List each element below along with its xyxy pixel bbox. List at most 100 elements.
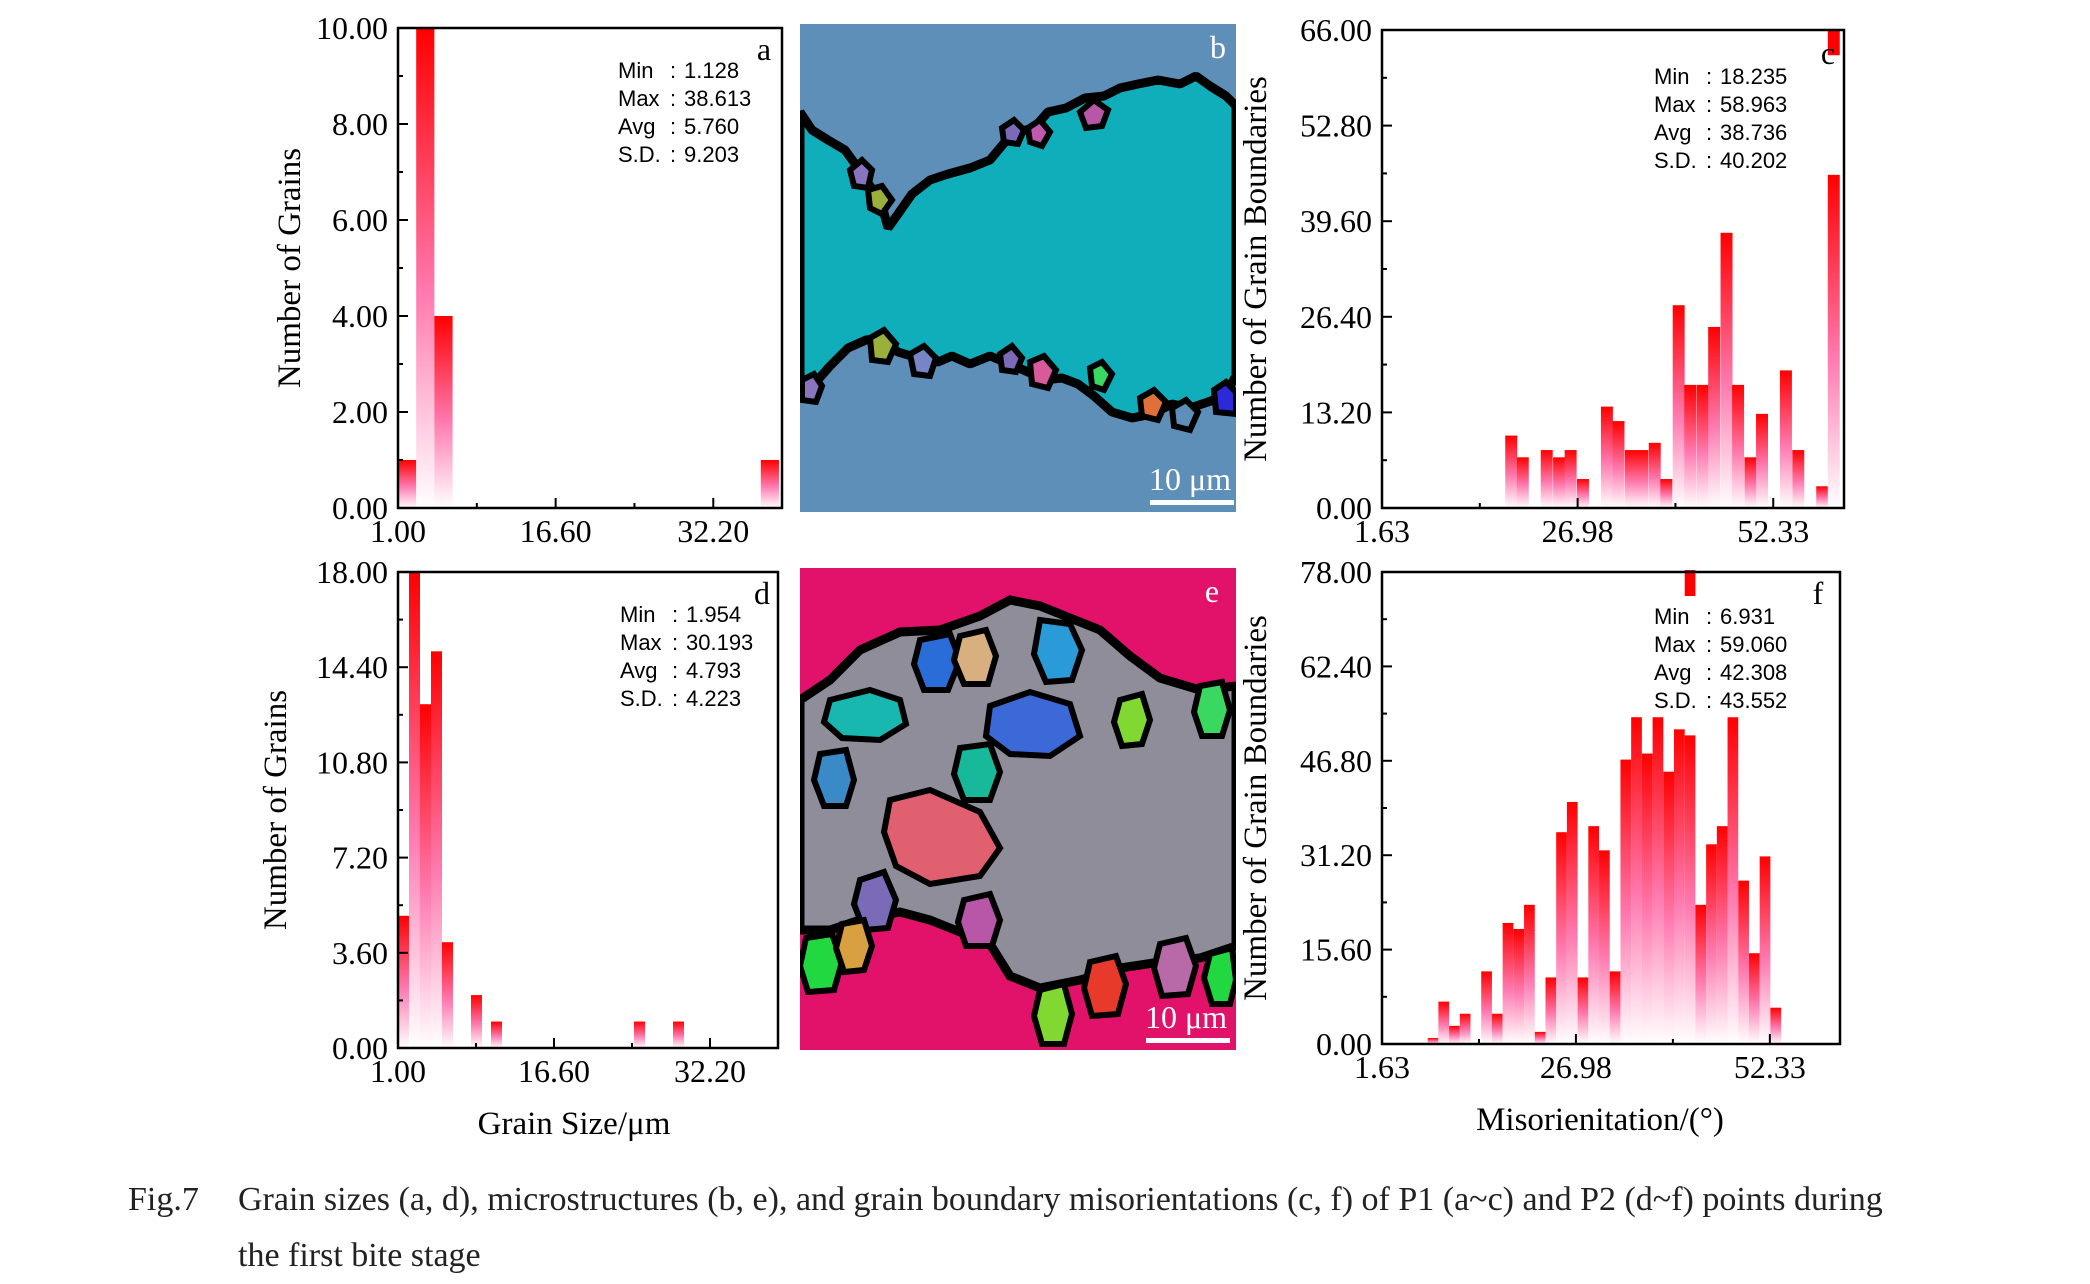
x-axis-label-misorientation: Misorienitation/(°): [1476, 1102, 1724, 1138]
micrograph-e-grain: [954, 890, 1004, 949]
micrograph-b-small-grain: [864, 182, 896, 218]
stat-value: 38.613: [684, 86, 751, 111]
y-tick-label: 26.40: [1300, 299, 1372, 335]
micrograph-b-small-grain: [846, 155, 876, 192]
micrograph-e-scale-label: 10 μm: [1145, 999, 1227, 1035]
micrograph-e: [800, 568, 1236, 1050]
caption-line-1: Grain sizes (a, d), microstructures (b, …: [238, 1181, 1883, 1218]
histogram-bar: [1673, 729, 1685, 1044]
histogram-bar: [1577, 479, 1589, 508]
micrograph-b-label: b: [1210, 29, 1226, 65]
x-tick-label: 16.60: [520, 513, 592, 549]
y-tick-label: 14.40: [316, 649, 388, 685]
stat-value: 18.235: [1720, 64, 1787, 89]
histogram-bar: [1827, 174, 1840, 508]
x-tick-label: 1.00: [370, 1053, 426, 1089]
stat-label: S.D.: [618, 142, 661, 167]
stat-separator: :: [1706, 688, 1712, 713]
stat-separator: :: [1706, 604, 1712, 629]
stat-value: 4.223: [686, 686, 741, 711]
histogram-bar: [760, 460, 779, 508]
histogram-bar: [1708, 326, 1721, 508]
histogram-bar: [1696, 384, 1709, 508]
stat-separator: :: [670, 86, 676, 111]
histogram-bar-overflow: [1827, 29, 1840, 56]
stat-separator: :: [1706, 632, 1712, 657]
chart-d-grain-size: 0.00 3.60 7.20 10.80 14.40 18.00 1.00 16.60 32.2…: [258, 554, 780, 1089]
micrograph-e-grain: [1150, 934, 1200, 1000]
y-tick-label: 6.00: [332, 202, 388, 238]
micrograph-e-grain: [880, 786, 1004, 888]
histogram-bar: [1759, 856, 1771, 1044]
histogram-bar: [1663, 771, 1674, 1044]
y-tick-label: 2.00: [332, 394, 388, 430]
x-tick-label: 32.20: [674, 1053, 746, 1089]
stat-separator: :: [1706, 660, 1712, 685]
micrograph-b-small-grain: [1024, 116, 1054, 150]
micrograph-e-grain: [800, 930, 846, 996]
y-tick-label: 7.20: [332, 840, 388, 876]
histogram-bar: [1706, 844, 1717, 1044]
micrograph-e-grain: [982, 688, 1084, 760]
x-tick-label: 52.33: [1737, 513, 1809, 549]
stat-value: 4.793: [686, 658, 741, 683]
micrograph-b-small-grain: [1168, 396, 1202, 434]
stat-separator: :: [670, 58, 676, 83]
histogram-bar: [1516, 457, 1529, 508]
histogram-bar: [1716, 826, 1728, 1044]
histogram-bar: [1652, 717, 1664, 1044]
stat-value: 38.736: [1720, 120, 1787, 145]
histogram-bar: [434, 316, 453, 508]
histogram-bar: [1612, 421, 1625, 508]
y-tick-label: 4.00: [332, 298, 388, 334]
histogram-bar: [1727, 717, 1739, 1044]
stat-label: Min: [618, 58, 653, 83]
histogram-bar: [398, 460, 417, 508]
stat-separator: :: [1706, 120, 1712, 145]
y-tick-label: 10.00: [316, 10, 388, 46]
micrograph-b-small-grain: [998, 116, 1028, 148]
histogram-bar: [1513, 929, 1525, 1044]
micrograph-b-small-grain: [906, 342, 940, 380]
stat-label: Min: [620, 602, 655, 627]
x-axis-label-grain-size: Grain Size/μm: [478, 1106, 671, 1142]
stat-label: Avg: [1654, 120, 1692, 145]
histogram-bar: [1648, 442, 1661, 508]
y-axis-label: Number of Grains: [272, 148, 308, 388]
caption-figure-number: Fig.7: [128, 1181, 199, 1218]
micrograph-b-small-grain: [1210, 378, 1236, 418]
stat-label: Max: [1654, 632, 1696, 657]
histogram-bar: [1631, 717, 1642, 1044]
histogram-bar: [1449, 1025, 1460, 1044]
panel-label: a: [757, 31, 771, 67]
y-tick-label: 39.60: [1300, 203, 1372, 239]
y-axis-label: Number of Grains: [258, 690, 294, 930]
histogram-bar: [1491, 1013, 1503, 1044]
histogram-bar: [416, 28, 435, 508]
panel-label: f: [1813, 575, 1824, 611]
histogram-bar: [1502, 922, 1514, 1044]
histogram-bar: [1540, 450, 1553, 508]
stat-separator: :: [670, 142, 676, 167]
histogram-bar: [1779, 370, 1792, 508]
stat-separator: :: [1706, 64, 1712, 89]
y-tick-label: 8.00: [332, 106, 388, 142]
micrograph-e-grain: [1190, 678, 1234, 739]
stat-value: 30.193: [686, 630, 753, 655]
stat-label: Max: [1654, 92, 1696, 117]
stat-value: 59.060: [1720, 632, 1787, 657]
stat-value: 42.308: [1720, 660, 1787, 685]
y-tick-label: 52.80: [1300, 108, 1372, 144]
histogram-bar: [1624, 450, 1637, 508]
x-tick-label: 26.98: [1540, 1049, 1612, 1085]
y-tick-label: 0.00: [1316, 1026, 1372, 1062]
histogram-bar: [1748, 953, 1760, 1044]
chart-c-misorientation: 0.00 13.20 26.40 39.60 52.80 66.00 1.63 26.98 52…: [1238, 12, 1846, 549]
histogram-bar: [1732, 384, 1745, 508]
histogram-bar: [1672, 305, 1685, 508]
y-tick-label: 0.00: [332, 1030, 388, 1066]
micrograph-b-main-grain: [800, 71, 1236, 423]
histogram-bar: [471, 995, 482, 1048]
stat-value: 43.552: [1720, 688, 1787, 713]
histogram-bar: [1770, 1007, 1782, 1044]
